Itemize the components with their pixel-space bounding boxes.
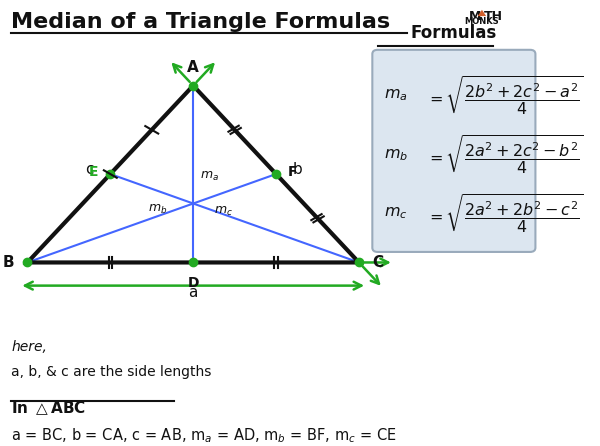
Text: M: M — [469, 10, 481, 23]
Text: F: F — [288, 165, 298, 179]
Text: b: b — [293, 162, 302, 178]
Text: $= \sqrt{\dfrac{2a^2 + 2b^2 - c^2}{4}}$: $= \sqrt{\dfrac{2a^2 + 2b^2 - c^2}{4}}$ — [426, 192, 584, 235]
Text: a = BC, b = CA, c = AB, m$_a$ = AD, m$_b$ = BF, m$_c$ = CE: a = BC, b = CA, c = AB, m$_a$ = AD, m$_b… — [11, 427, 397, 446]
Text: In $\triangle$ABC: In $\triangle$ABC — [11, 399, 86, 417]
Text: a: a — [188, 285, 198, 300]
Text: Formulas: Formulas — [411, 24, 497, 42]
Text: a, b, & c are the side lengths: a, b, & c are the side lengths — [11, 365, 212, 379]
Text: here,: here, — [11, 340, 47, 355]
Text: $= \sqrt{\dfrac{2b^2 + 2c^2 - a^2}{4}}$: $= \sqrt{\dfrac{2b^2 + 2c^2 - a^2}{4}}$ — [426, 74, 584, 117]
Text: TH: TH — [484, 10, 503, 23]
Text: A: A — [187, 60, 199, 75]
Text: $m_b$: $m_b$ — [148, 203, 167, 216]
Text: $m_a$: $m_a$ — [200, 169, 218, 183]
Text: B: B — [2, 255, 14, 270]
Text: E: E — [89, 165, 98, 179]
Text: $m_a$: $m_a$ — [384, 88, 408, 103]
FancyBboxPatch shape — [373, 50, 535, 252]
Text: MONKS: MONKS — [464, 17, 499, 26]
Text: C: C — [373, 255, 383, 270]
Text: $m_c$: $m_c$ — [384, 206, 407, 221]
Text: $m_b$: $m_b$ — [384, 147, 408, 163]
Text: Median of a Triangle Formulas: Median of a Triangle Formulas — [11, 12, 391, 32]
Polygon shape — [478, 10, 486, 16]
Text: c: c — [85, 162, 93, 178]
Text: $m_c$: $m_c$ — [214, 205, 232, 218]
Text: D: D — [187, 276, 199, 290]
Text: $= \sqrt{\dfrac{2a^2 + 2c^2 - b^2}{4}}$: $= \sqrt{\dfrac{2a^2 + 2c^2 - b^2}{4}}$ — [426, 133, 584, 176]
